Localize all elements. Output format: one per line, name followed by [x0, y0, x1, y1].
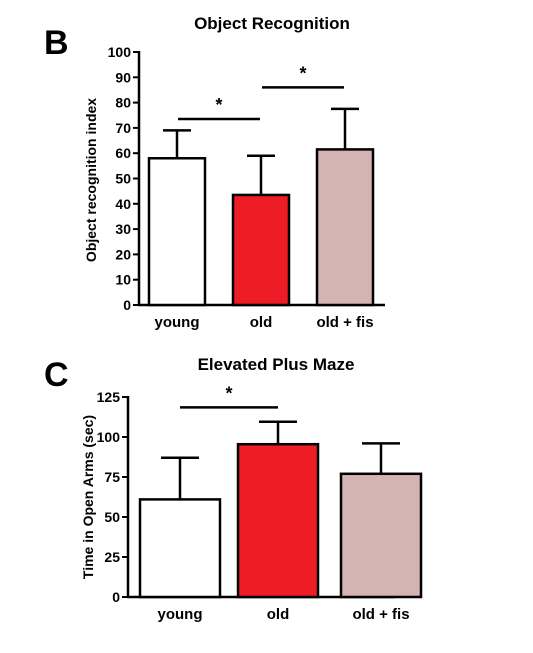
chart-c-y-tick-label: 125: [97, 389, 121, 405]
chart-b-category-label: young: [155, 314, 200, 331]
chart-c-significance-star: *: [225, 383, 232, 403]
chart-c-bar-old: [236, 442, 320, 599]
chart-c-y-tick-label: 75: [104, 469, 120, 485]
chart-b-plot: 0 10 20 30 40 50 60 70 80 90 100 young old old + fis *…: [108, 44, 385, 331]
chart-c-plot: 0 25 50 75 100 125 young old old + fis *: [97, 383, 423, 623]
chart-b-y-tick-label: 80: [115, 95, 131, 111]
chart-b-y-tick-label: 0: [123, 297, 131, 313]
chart-b-y-tick-label: 20: [115, 246, 131, 262]
chart-c-category-label: young: [158, 606, 203, 623]
chart-b-title: Object Recognition: [194, 14, 350, 33]
chart-b-significance-star: *: [215, 95, 222, 115]
chart-b-bar-old: [231, 193, 291, 307]
panel-letter-c: C: [44, 356, 69, 394]
chart-c-y-tick-label: 100: [97, 429, 121, 445]
chart-b-y-tick-label: 100: [108, 44, 132, 60]
chart-b-significance-star: *: [299, 63, 306, 83]
chart-b-bar-old-fis: [315, 148, 375, 307]
chart-b-category-label: old: [250, 314, 273, 331]
chart-b-y-tick-label: 90: [115, 69, 131, 85]
chart-c-bar-old-fis: [339, 472, 423, 599]
chart-c-category-label: old + fis: [352, 606, 409, 623]
chart-c-title: Elevated Plus Maze: [198, 355, 355, 374]
chart-c-category-label: old: [267, 606, 290, 623]
chart-b-y-tick-label: 30: [115, 221, 131, 237]
chart-c-y-tick-label: 0: [112, 589, 120, 605]
chart-c-y-axis-label: Time in Open Arms (sec): [80, 415, 96, 579]
chart-b-category-label: old + fis: [316, 314, 373, 331]
chart-c-y-tick-label: 25: [104, 549, 120, 565]
chart-b-y-tick-label: 10: [115, 272, 131, 288]
chart-b-y-tick-label: 60: [115, 145, 131, 161]
chart-b-bar-young: [147, 157, 207, 307]
chart-c-y-tick-label: 50: [104, 509, 120, 525]
panel-letter-b: B: [44, 24, 69, 62]
chart-b-y-tick-label: 50: [115, 171, 131, 187]
chart-b-y-tick-label: 70: [115, 120, 131, 136]
chart-b-y-tick-label: 40: [115, 196, 131, 212]
chart-c-bar-young: [138, 498, 222, 599]
chart-b-y-axis-label: Object recognition index: [83, 98, 99, 262]
